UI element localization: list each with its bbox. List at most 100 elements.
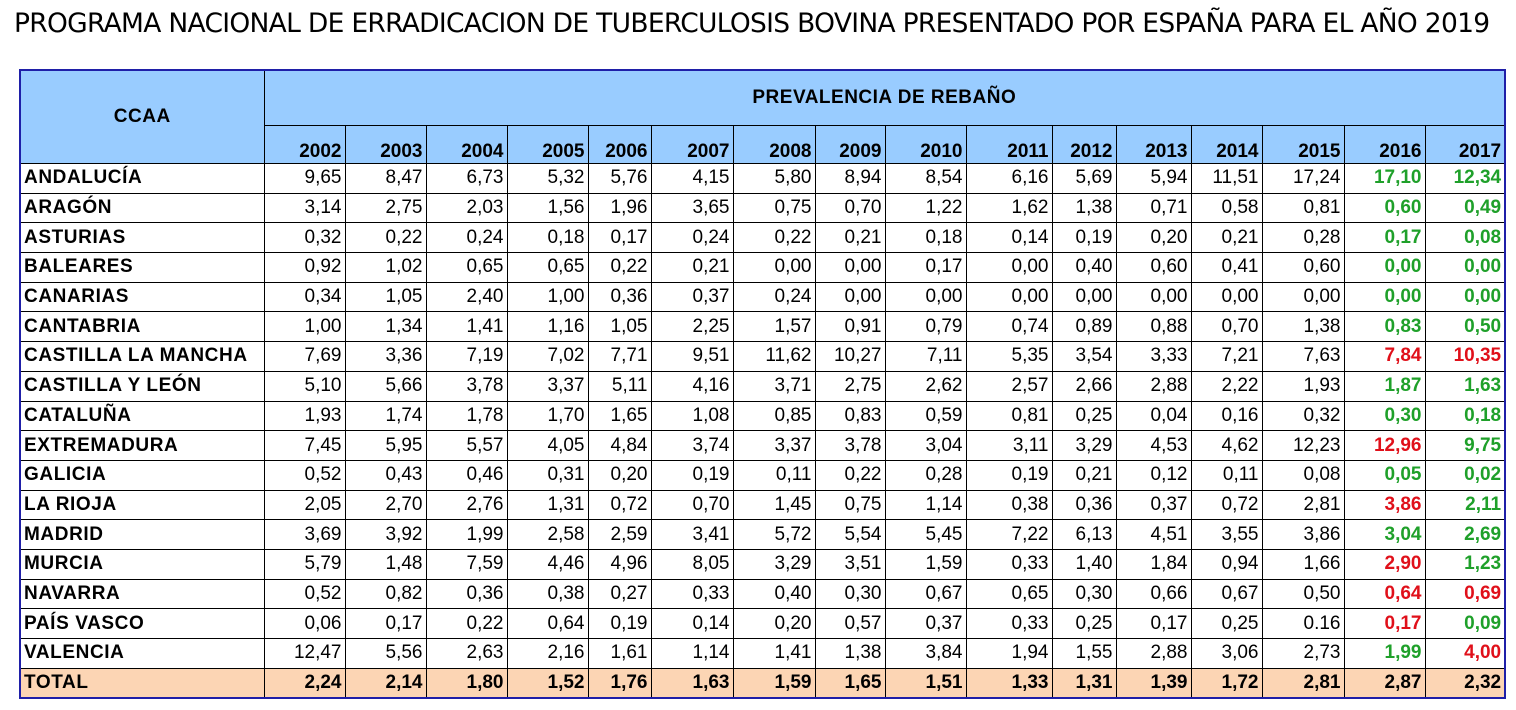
value-cell: 0,57 bbox=[814, 608, 886, 639]
value-cell: 3,74 bbox=[650, 430, 734, 461]
value-cell: 5,95 bbox=[344, 430, 427, 461]
value-cell: 0,30 bbox=[1051, 578, 1117, 610]
value-cell: 0,18 bbox=[1424, 400, 1506, 432]
value-cell: 5,35 bbox=[965, 341, 1053, 372]
value-cell: 0,32 bbox=[263, 222, 346, 254]
value-cell: 0,00 bbox=[965, 281, 1053, 313]
value-cell: 0,36 bbox=[425, 578, 508, 610]
value-cell: 0,50 bbox=[1261, 578, 1345, 610]
year-header: 2015 bbox=[1261, 125, 1345, 164]
value-cell: 1,72 bbox=[1190, 667, 1263, 699]
table-row: PAÍS VASCO 0,06 0,17 0,22 0,64 0,19 0,14 0,20 0,… bbox=[19, 608, 1506, 639]
value-cell: 3,78 bbox=[814, 430, 886, 461]
value-cell: 11,51 bbox=[1190, 163, 1263, 194]
value-cell: 0,08 bbox=[1424, 222, 1506, 254]
region-name: MADRID bbox=[19, 519, 265, 550]
value-cell: 0,24 bbox=[425, 222, 508, 254]
value-cell: 1,31 bbox=[1051, 667, 1117, 699]
table-row: VALENCIA 12,47 5,56 2,63 2,16 1,61 1,14 1,41 1,3… bbox=[19, 638, 1506, 669]
value-cell: 0,37 bbox=[884, 608, 967, 639]
value-cell: 5,57 bbox=[425, 430, 508, 461]
value-cell: 0,30 bbox=[1343, 400, 1426, 432]
value-cell: 0,00 bbox=[1051, 281, 1117, 313]
value-cell: 3,92 bbox=[344, 519, 427, 550]
value-cell: 1,59 bbox=[732, 667, 816, 699]
value-cell: 0,67 bbox=[884, 578, 967, 610]
value-cell: 1,66 bbox=[1261, 548, 1345, 580]
value-cell: 1,02 bbox=[344, 252, 427, 283]
value-cell: 0.16 bbox=[1261, 608, 1345, 639]
value-cell: 1,41 bbox=[732, 638, 816, 669]
table-row: MADRID 3,69 3,92 1,99 2,58 2,59 3,41 5,72 5,54 5,… bbox=[19, 519, 1506, 550]
value-cell: 1,74 bbox=[344, 400, 427, 432]
value-cell: 6,16 bbox=[965, 163, 1053, 194]
value-cell: 0,72 bbox=[1190, 489, 1263, 521]
value-cell: 0,00 bbox=[1190, 281, 1263, 313]
value-cell: 0,75 bbox=[732, 192, 816, 224]
value-cell: 1,87 bbox=[1343, 370, 1426, 402]
value-cell: 1,38 bbox=[1261, 311, 1345, 343]
value-cell: 0,24 bbox=[650, 222, 734, 254]
value-cell: 5,54 bbox=[814, 519, 886, 550]
value-cell: 0,64 bbox=[506, 608, 589, 639]
value-cell: 2,66 bbox=[1051, 370, 1117, 402]
value-cell: 3,14 bbox=[263, 192, 346, 224]
value-cell: 0,37 bbox=[650, 281, 734, 313]
total-row: TOTAL 2,24 2,14 1,80 1,52 1,76 1,63 1,59 1,65 1,5… bbox=[19, 667, 1506, 699]
value-cell: 1,80 bbox=[425, 667, 508, 699]
value-cell: 1,84 bbox=[1115, 548, 1192, 580]
value-cell: 12,47 bbox=[263, 638, 346, 669]
table-row: ASTURIAS 0,32 0,22 0,24 0,18 0,17 0,24 0,22 0,21… bbox=[19, 222, 1506, 254]
value-cell: 9,65 bbox=[263, 163, 346, 194]
value-cell: 1,94 bbox=[965, 638, 1053, 669]
header-row-years: 2002 2003 2004 2005 2006 2007 2008 2009 2010 2011… bbox=[20, 125, 1506, 164]
value-cell: 0,28 bbox=[1261, 222, 1345, 254]
year-header: 2011 bbox=[965, 125, 1053, 164]
value-cell: 7,11 bbox=[884, 341, 967, 372]
year-header: 2002 bbox=[263, 125, 346, 164]
value-cell: 7,59 bbox=[425, 548, 508, 580]
value-cell: 7,69 bbox=[263, 341, 346, 372]
table-row: LA RIOJA 2,05 2,70 2,76 1,31 0,72 0,70 1,45 0,75… bbox=[19, 489, 1506, 521]
value-cell: 2,59 bbox=[587, 519, 652, 550]
prevalence-table: CCAA PREVALENCIA DE REBAÑO 2002 2003 2004 2… bbox=[19, 69, 1507, 700]
value-cell: 5,79 bbox=[263, 548, 346, 580]
table-row: EXTREMADURA 7,45 5,95 5,57 4,05 4,84 3,74 3,37 3… bbox=[19, 430, 1506, 461]
value-cell: 1,56 bbox=[506, 192, 589, 224]
value-cell: 1,63 bbox=[650, 667, 734, 699]
value-cell: 0,71 bbox=[1115, 192, 1192, 224]
value-cell: 0,34 bbox=[263, 281, 346, 313]
value-cell: 1,40 bbox=[1051, 548, 1117, 580]
value-cell: 0,08 bbox=[1261, 459, 1345, 491]
value-cell: 0,92 bbox=[263, 252, 346, 283]
value-cell: 1,57 bbox=[732, 311, 816, 343]
region-name: CANARIAS bbox=[19, 281, 265, 313]
value-cell: 7,22 bbox=[965, 519, 1053, 550]
value-cell: 0,67 bbox=[1190, 578, 1263, 610]
value-cell: 0,33 bbox=[965, 548, 1053, 580]
value-cell: 0,22 bbox=[344, 222, 427, 254]
table-row: CANARIAS 0,34 1,05 2,40 1,00 0,36 0,37 0,24 0,00… bbox=[19, 281, 1506, 313]
value-cell: 1,70 bbox=[506, 400, 589, 432]
value-cell: 0,81 bbox=[965, 400, 1053, 432]
value-cell: 0,52 bbox=[263, 459, 346, 491]
year-header: 2008 bbox=[732, 125, 816, 164]
region-name: ARAGÓN bbox=[19, 192, 265, 224]
value-cell: 2,75 bbox=[814, 370, 886, 402]
value-cell: 2,62 bbox=[884, 370, 967, 402]
year-header: 2003 bbox=[344, 125, 427, 164]
value-cell: 0,46 bbox=[425, 459, 508, 491]
value-cell: 4,62 bbox=[1190, 430, 1263, 461]
value-cell: 1,00 bbox=[263, 311, 346, 343]
value-cell: 2,25 bbox=[650, 311, 734, 343]
value-cell: 0,65 bbox=[425, 252, 508, 283]
value-cell: 0,69 bbox=[1424, 578, 1506, 610]
value-cell: 3,04 bbox=[884, 430, 967, 461]
value-cell: 0,17 bbox=[1343, 222, 1426, 254]
value-cell: 0,49 bbox=[1424, 192, 1506, 224]
value-cell: 0,60 bbox=[1261, 252, 1345, 283]
value-cell: 2,58 bbox=[506, 519, 589, 550]
value-cell: 0,41 bbox=[1190, 252, 1263, 283]
value-cell: 0,88 bbox=[1115, 311, 1192, 343]
value-cell: 0,20 bbox=[587, 459, 652, 491]
